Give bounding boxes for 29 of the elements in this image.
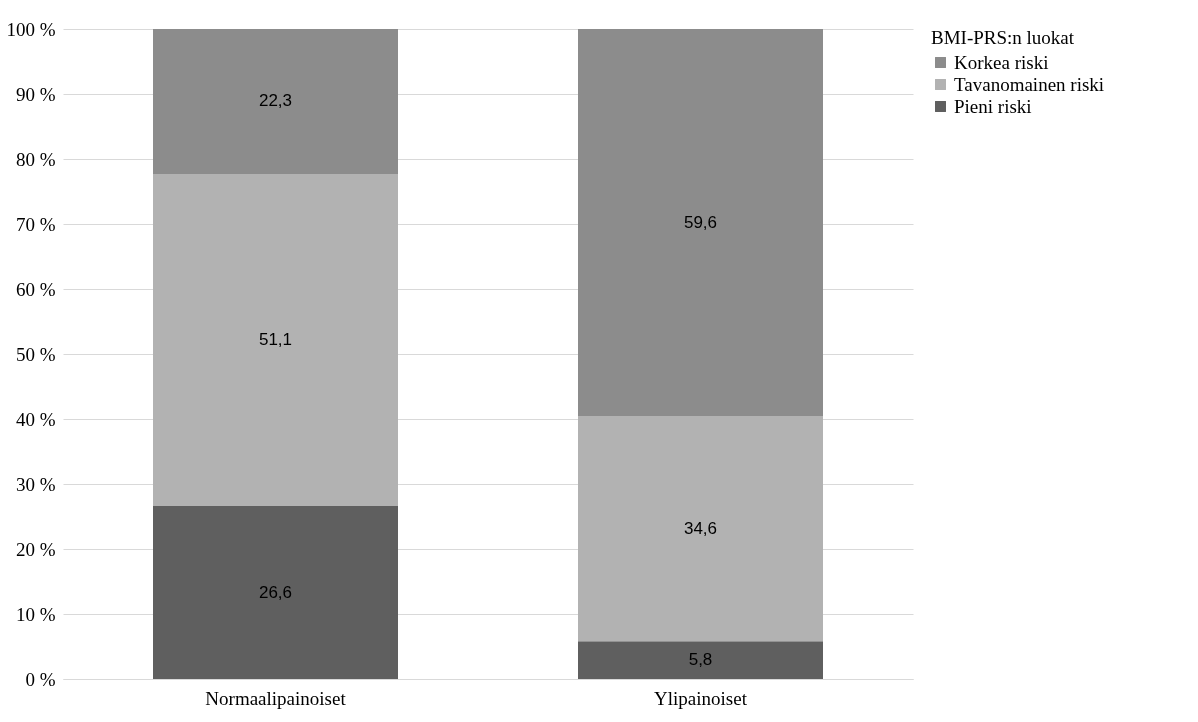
y-tick-label: 10 % (15, 603, 56, 625)
data-label: 22,3 (258, 91, 293, 111)
y-tick-label: 40 % (15, 408, 56, 430)
data-label: 26,6 (258, 582, 293, 602)
y-tick-label: 20 % (15, 538, 56, 560)
x-tick-label: Normaalipainoiset (205, 687, 347, 709)
legend-title: BMI-PRS:n luokat (931, 27, 1075, 48)
y-tick-label: 50 % (15, 343, 56, 365)
data-label: 59,6 (683, 212, 718, 232)
y-tick-label: 0 % (25, 668, 56, 690)
bar (578, 641, 823, 679)
bar (153, 506, 398, 679)
bar (153, 173, 398, 507)
legend-label: Korkea riski (954, 51, 1049, 73)
legend-label: Tavanomainen riski (954, 73, 1105, 95)
legend-label: Pieni riski (954, 95, 1032, 117)
y-tick-label: 100 % (6, 18, 56, 40)
data-label: 34,6 (683, 518, 718, 538)
bar (578, 29, 823, 417)
y-tick-label: 30 % (15, 473, 56, 495)
bar (578, 416, 823, 642)
bar (153, 29, 398, 174)
y-tick-label: 60 % (15, 278, 56, 300)
y-tick-label: 90 % (15, 83, 56, 105)
data-label: 51,1 (258, 330, 293, 350)
data-label: 5,8 (688, 650, 713, 670)
x-tick-label: Ylipainoiset (654, 687, 748, 709)
y-tick-label: 70 % (15, 213, 56, 235)
y-tick-label: 80 % (15, 148, 56, 170)
